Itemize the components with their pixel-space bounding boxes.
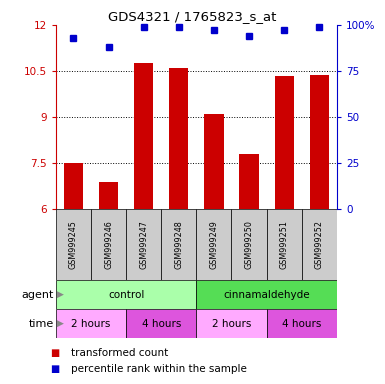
Bar: [134, 63, 153, 209]
Text: ■: ■: [50, 348, 59, 358]
Text: transformed count: transformed count: [71, 348, 169, 358]
Bar: [275, 76, 294, 209]
Bar: [302, 209, 337, 280]
Bar: [161, 209, 196, 280]
Text: 2 hours: 2 hours: [212, 318, 251, 329]
Text: agent: agent: [22, 290, 54, 300]
Bar: [196, 209, 231, 280]
Text: cinnamaldehyde: cinnamaldehyde: [223, 290, 310, 300]
Text: GSM999250: GSM999250: [244, 220, 254, 269]
Bar: [56, 209, 91, 280]
Text: ▶: ▶: [57, 290, 64, 299]
Bar: [99, 182, 118, 209]
Text: control: control: [108, 290, 144, 300]
Bar: [126, 309, 196, 338]
Text: GDS4321 / 1765823_s_at: GDS4321 / 1765823_s_at: [108, 10, 277, 23]
Text: GSM999245: GSM999245: [69, 220, 78, 269]
Bar: [266, 309, 337, 338]
Text: GSM999251: GSM999251: [280, 220, 289, 269]
Text: GSM999247: GSM999247: [139, 220, 148, 269]
Bar: [196, 280, 337, 309]
Bar: [56, 280, 196, 309]
Text: GSM999249: GSM999249: [209, 220, 218, 269]
Bar: [169, 68, 188, 209]
Text: ▶: ▶: [57, 319, 64, 328]
Bar: [204, 114, 224, 209]
Bar: [231, 209, 266, 280]
Text: ■: ■: [50, 364, 59, 374]
Text: percentile rank within the sample: percentile rank within the sample: [71, 364, 247, 374]
Text: 4 hours: 4 hours: [282, 318, 321, 329]
Bar: [239, 154, 259, 209]
Bar: [310, 75, 329, 209]
Text: GSM999248: GSM999248: [174, 220, 183, 269]
Bar: [56, 309, 126, 338]
Text: 2 hours: 2 hours: [71, 318, 110, 329]
Bar: [126, 209, 161, 280]
Text: GSM999252: GSM999252: [315, 220, 324, 269]
Text: time: time: [28, 318, 54, 329]
Text: 4 hours: 4 hours: [142, 318, 181, 329]
Bar: [266, 209, 302, 280]
Bar: [91, 209, 126, 280]
Bar: [64, 163, 83, 209]
Text: GSM999246: GSM999246: [104, 220, 113, 269]
Bar: [196, 309, 266, 338]
